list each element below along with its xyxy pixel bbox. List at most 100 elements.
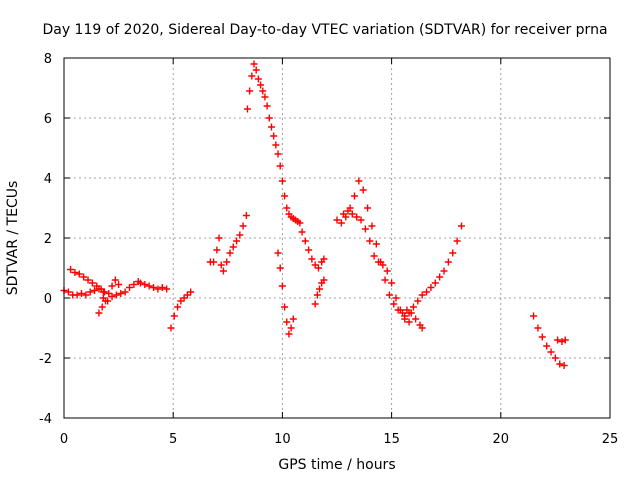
data-point — [355, 177, 363, 185]
data-point — [538, 333, 546, 341]
data-point — [543, 342, 551, 350]
series-s16 — [554, 336, 569, 345]
data-point — [357, 216, 365, 224]
data-point — [453, 237, 461, 245]
data-point — [361, 225, 369, 233]
data-point — [320, 255, 328, 263]
data-point — [551, 354, 559, 362]
data-point — [368, 222, 376, 230]
data-point — [67, 266, 75, 273]
series-s15 — [530, 312, 568, 369]
data-point — [418, 324, 426, 332]
data-point — [414, 297, 422, 305]
data-point — [449, 249, 457, 257]
data-point — [100, 288, 108, 296]
y-axis-label: SDTVAR / TECUs — [5, 181, 21, 296]
data-point — [366, 237, 374, 245]
data-point — [248, 72, 256, 80]
data-point — [444, 258, 452, 266]
data-point — [364, 204, 372, 212]
data-point — [396, 306, 404, 314]
series-s8 — [243, 60, 304, 227]
data-point — [383, 267, 391, 275]
data-point — [219, 267, 227, 275]
data-point — [405, 309, 413, 317]
data-point — [285, 330, 293, 338]
data-point — [210, 258, 218, 266]
data-point — [316, 285, 324, 293]
data-point — [246, 87, 254, 95]
series-s12 — [333, 177, 426, 332]
data-point — [112, 291, 120, 299]
x-tick-label: 0 — [60, 432, 68, 447]
x-tick-label: 20 — [493, 432, 510, 447]
data-point — [281, 192, 289, 200]
x-tick-label: 5 — [169, 432, 177, 447]
data-point — [379, 261, 387, 269]
series-s6 — [167, 288, 195, 332]
data-point — [233, 237, 241, 245]
data-point — [554, 336, 562, 344]
data-point — [215, 234, 223, 242]
data-point — [409, 303, 417, 311]
plot-frame — [63, 57, 611, 419]
data-point — [80, 273, 88, 281]
data-point — [296, 219, 304, 227]
data-points — [60, 60, 569, 369]
data-point — [392, 294, 400, 302]
data-point — [71, 269, 79, 276]
data-point — [287, 324, 295, 332]
data-point — [359, 186, 367, 194]
data-point — [440, 267, 448, 275]
data-point — [217, 261, 225, 269]
data-point — [390, 300, 398, 308]
data-point — [136, 279, 144, 287]
y-tick-label: 0 — [44, 292, 52, 307]
x-tick-label: 10 — [274, 432, 291, 447]
x-axis-label: GPS time / hours — [278, 457, 395, 473]
data-point — [170, 312, 178, 320]
data-point — [261, 93, 269, 101]
data-point — [370, 252, 378, 260]
data-point — [108, 293, 116, 300]
y-tick-label: 8 — [44, 52, 52, 67]
data-point — [353, 213, 361, 221]
data-point — [337, 219, 345, 227]
data-point — [150, 284, 158, 291]
data-point — [374, 258, 382, 266]
data-point — [154, 285, 162, 293]
data-point — [250, 60, 258, 68]
data-point — [333, 216, 341, 224]
data-point — [436, 273, 444, 281]
data-point — [252, 66, 260, 74]
data-point — [308, 255, 316, 263]
series-s2 — [67, 266, 108, 296]
grid-lines — [64, 58, 610, 418]
series-s14 — [401, 222, 465, 320]
data-point — [145, 282, 153, 290]
data-point — [98, 303, 106, 311]
data-point — [223, 258, 231, 266]
data-point — [259, 87, 267, 95]
data-point — [281, 303, 289, 311]
data-point — [213, 246, 221, 254]
y-tick-label: -2 — [39, 352, 52, 367]
data-point — [372, 240, 380, 248]
data-point — [174, 303, 182, 311]
data-point — [226, 249, 234, 257]
data-point — [320, 276, 328, 284]
data-point — [301, 237, 309, 245]
data-point — [278, 282, 286, 290]
data-point — [75, 270, 83, 278]
data-point — [313, 291, 321, 299]
data-point — [270, 132, 278, 140]
data-point — [229, 243, 237, 251]
data-point — [99, 294, 107, 302]
data-point — [167, 324, 175, 332]
data-point — [104, 297, 112, 305]
y-tick-label: 4 — [44, 172, 52, 187]
data-point — [236, 231, 244, 239]
series-s9 — [274, 249, 297, 338]
data-point — [298, 228, 306, 236]
